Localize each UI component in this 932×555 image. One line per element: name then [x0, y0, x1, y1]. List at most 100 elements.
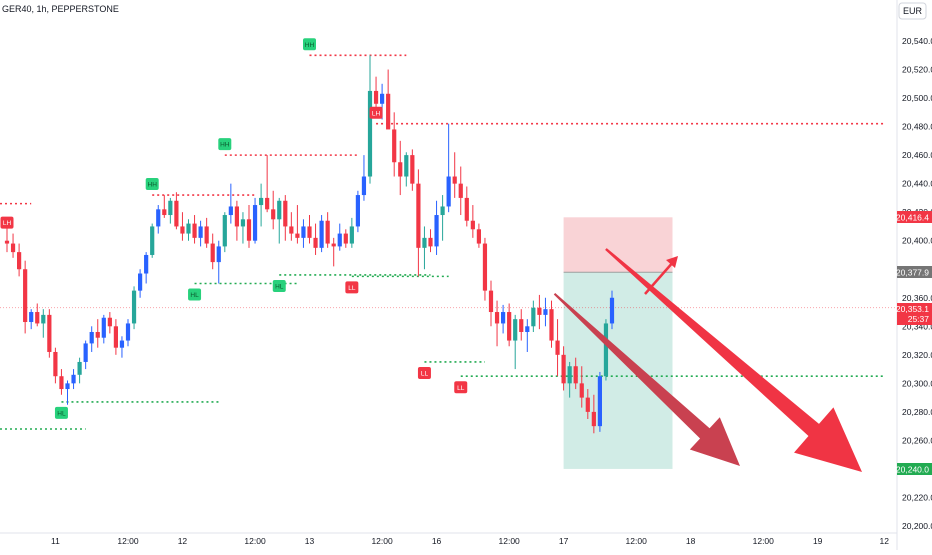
- candle[interactable]: [216, 240, 221, 284]
- candle[interactable]: [452, 152, 457, 198]
- candle[interactable]: [313, 223, 318, 255]
- candle[interactable]: [295, 205, 300, 244]
- candle[interactable]: [398, 140, 403, 196]
- candle[interactable]: [23, 260, 28, 334]
- candle[interactable]: [597, 371, 602, 432]
- candles[interactable]: [4, 55, 615, 434]
- arrows[interactable]: [553, 248, 862, 472]
- candle[interactable]: [367, 55, 373, 184]
- candle[interactable]: [119, 336, 125, 358]
- candle[interactable]: [543, 297, 548, 327]
- candle[interactable]: [549, 300, 554, 348]
- candle[interactable]: [65, 380, 70, 405]
- candle[interactable]: [259, 183, 264, 227]
- candle[interactable]: [573, 357, 578, 390]
- candle[interactable]: [150, 223, 155, 258]
- candle[interactable]: [482, 237, 488, 301]
- candle[interactable]: [180, 212, 185, 241]
- candle[interactable]: [277, 197, 282, 244]
- position-zone[interactable]: [563, 217, 673, 469]
- candle[interactable]: [204, 217, 209, 248]
- candle[interactable]: [125, 319, 131, 347]
- candle[interactable]: [446, 123, 451, 213]
- candle[interactable]: [271, 190, 276, 230]
- candle[interactable]: [458, 166, 463, 216]
- candle[interactable]: [307, 215, 312, 244]
- candle[interactable]: [507, 303, 512, 347]
- candle[interactable]: [265, 155, 270, 213]
- candle[interactable]: [325, 212, 330, 248]
- candle[interactable]: [609, 290, 615, 330]
- candle[interactable]: [494, 300, 500, 347]
- candle[interactable]: [519, 309, 524, 341]
- candle[interactable]: [488, 280, 494, 327]
- candle[interactable]: [246, 205, 252, 248]
- candle[interactable]: [319, 215, 324, 253]
- candle[interactable]: [113, 319, 118, 355]
- candle[interactable]: [301, 219, 306, 248]
- candle[interactable]: [156, 205, 161, 234]
- candle[interactable]: [95, 319, 100, 348]
- candle[interactable]: [47, 309, 52, 358]
- candle[interactable]: [392, 112, 397, 177]
- candle[interactable]: [168, 197, 173, 224]
- candle[interactable]: [476, 223, 481, 248]
- candle[interactable]: [210, 233, 215, 270]
- candle[interactable]: [222, 212, 227, 253]
- candle[interactable]: [59, 369, 64, 395]
- candle[interactable]: [410, 149, 415, 191]
- candle[interactable]: [501, 304, 506, 334]
- candle[interactable]: [591, 394, 596, 434]
- candle[interactable]: [83, 340, 88, 370]
- candle[interactable]: [10, 233, 16, 258]
- candle[interactable]: [355, 190, 360, 233]
- candle[interactable]: [162, 195, 167, 218]
- candle[interactable]: [198, 220, 203, 247]
- candle[interactable]: [252, 197, 258, 244]
- candle[interactable]: [41, 309, 46, 338]
- candle[interactable]: [29, 309, 34, 330]
- candle[interactable]: [71, 369, 76, 390]
- candle[interactable]: [283, 195, 288, 241]
- candle[interactable]: [567, 361, 572, 398]
- candle[interactable]: [192, 215, 197, 244]
- candle[interactable]: [525, 319, 530, 352]
- candle[interactable]: [77, 357, 82, 384]
- candle[interactable]: [349, 217, 354, 248]
- candle[interactable]: [416, 169, 421, 277]
- candle[interactable]: [89, 326, 94, 352]
- candle[interactable]: [561, 346, 566, 391]
- time-axis[interactable]: 11 12:00 12 12:00 13 12:00 16 12:00 17 12:00 18 12:…: [51, 536, 889, 546]
- candle[interactable]: [422, 226, 427, 270]
- candle[interactable]: [131, 286, 137, 330]
- candle[interactable]: [537, 294, 542, 330]
- candle[interactable]: [428, 229, 433, 253]
- short-arrow-2[interactable]: [605, 248, 862, 472]
- candle[interactable]: [186, 219, 191, 241]
- candle[interactable]: [53, 347, 58, 384]
- candle[interactable]: [440, 195, 445, 241]
- candle[interactable]: [17, 243, 22, 277]
- candle[interactable]: [107, 312, 112, 334]
- candle[interactable]: [240, 212, 246, 244]
- currency-button[interactable]: EUR: [898, 2, 927, 20]
- candle[interactable]: [35, 303, 40, 327]
- candle[interactable]: [373, 76, 379, 113]
- short-arrow-1[interactable]: [553, 292, 740, 466]
- candle[interactable]: [138, 269, 143, 298]
- candle[interactable]: [228, 183, 233, 224]
- candle[interactable]: [234, 200, 239, 241]
- candle[interactable]: [386, 69, 391, 130]
- candle[interactable]: [289, 212, 294, 241]
- candle[interactable]: [555, 319, 560, 377]
- candle[interactable]: [337, 223, 342, 251]
- candle[interactable]: [144, 252, 149, 284]
- candle[interactable]: [470, 205, 475, 238]
- position-stop-zone[interactable]: [563, 217, 673, 273]
- candle[interactable]: [531, 300, 536, 332]
- candle[interactable]: [434, 200, 439, 255]
- candle[interactable]: [361, 155, 367, 201]
- candle[interactable]: [101, 314, 106, 344]
- candle[interactable]: [404, 152, 409, 187]
